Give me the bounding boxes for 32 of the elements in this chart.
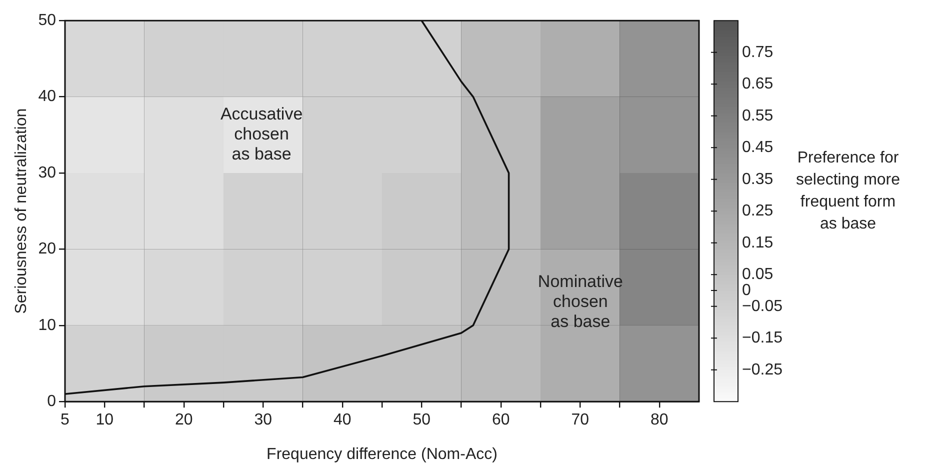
x-tick-label: 10 bbox=[96, 412, 114, 429]
color-bar-label: 0.35 bbox=[742, 170, 774, 188]
y-tick-label: 50 bbox=[38, 12, 56, 30]
color-bar-label: 0.65 bbox=[742, 76, 774, 93]
color-bar-label: 0.25 bbox=[742, 202, 774, 220]
x-tick-label: 5 bbox=[60, 412, 70, 429]
y-tick-label: 0 bbox=[47, 393, 56, 410]
x-tick-label: 40 bbox=[333, 412, 352, 429]
color-bar-label: 0.05 bbox=[742, 266, 774, 284]
y-tick-label: 30 bbox=[38, 164, 56, 182]
color-bar-label: 0.55 bbox=[742, 107, 774, 124]
x-tick-label: 50 bbox=[412, 412, 431, 429]
color-bar-label: −0.25 bbox=[742, 361, 783, 378]
x-tick-label: 20 bbox=[174, 412, 193, 429]
color-bar-label: 0.15 bbox=[742, 234, 774, 252]
y-tick-label: 10 bbox=[38, 316, 56, 334]
x-axis-title: Frequency difference (Nom-Acc) bbox=[266, 446, 498, 463]
x-tick-label: 70 bbox=[571, 412, 590, 429]
annotation: Accusative chosen as base bbox=[220, 104, 303, 164]
y-tick-label: 40 bbox=[38, 88, 56, 106]
annotation: Nominative chosen as base bbox=[538, 272, 623, 332]
color-bar-title: Preference for selecting more frequent form as base bbox=[796, 150, 900, 233]
x-tick-label: 30 bbox=[254, 412, 272, 429]
y-axis-title: Seriousness of neutralization bbox=[13, 108, 30, 314]
color-bar-label: 0 bbox=[742, 282, 751, 299]
y-tick-label: 20 bbox=[38, 240, 56, 258]
color-bar-label: −0.05 bbox=[742, 298, 783, 315]
color-bar-label: 0.45 bbox=[742, 139, 774, 156]
x-tick-label: 80 bbox=[650, 412, 668, 429]
color-bar-label: −0.15 bbox=[742, 330, 783, 347]
color-bar-label: 0.75 bbox=[742, 44, 774, 61]
x-tick-label: 60 bbox=[492, 412, 510, 429]
